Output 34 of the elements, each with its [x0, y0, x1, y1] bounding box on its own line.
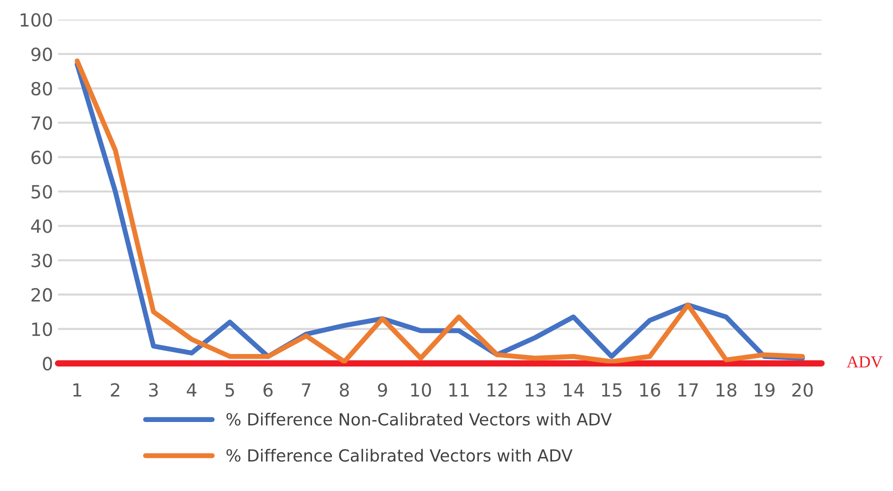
y-tick-label: 20	[32, 288, 52, 302]
text: ADV	[846, 356, 882, 368]
y-tick-label: 40	[31, 219, 52, 233]
x-tick-label: 1	[73, 383, 82, 397]
x-tick-label: 13	[526, 383, 546, 397]
x-tick-label: 11	[449, 383, 469, 397]
x-tick-label: 17	[678, 383, 698, 397]
x-tick-label: 12	[488, 383, 507, 397]
x-tick-label: 5	[225, 383, 234, 397]
y-tick-label: 50	[32, 184, 52, 199]
x-tick-label: 7	[302, 383, 310, 397]
y-tick-label: 100	[20, 13, 52, 27]
x-tick-label: 2	[110, 383, 120, 397]
y-tick-label: 0	[42, 356, 52, 370]
y-tick-label: 60	[31, 150, 52, 164]
x-tick-label: 15	[602, 383, 622, 397]
x-tick-label: 10	[411, 383, 432, 397]
x-tick-label: 3	[149, 383, 158, 397]
x-tick-label: 19	[754, 383, 775, 397]
x-tick-label: 20	[792, 383, 813, 397]
y-tick-label: 90	[31, 47, 52, 62]
y-tick-label: 80	[31, 82, 52, 96]
x-tick-label: 9	[378, 383, 388, 397]
legend-label: % Difference Non-Calibrated Vectors with ADV	[226, 412, 612, 426]
x-tick-label: 6	[264, 383, 273, 397]
y-tick-label: 30	[32, 254, 52, 268]
x-tick-label: 4	[186, 383, 196, 397]
x-tick-label: 16	[640, 383, 660, 397]
y-tick-label: 70	[32, 116, 52, 130]
x-tick-label: 14	[564, 383, 584, 397]
y-tick-label: 10	[32, 322, 52, 336]
x-tick-label: 8	[340, 383, 349, 397]
x-tick-label: 18	[716, 383, 736, 397]
legend-label: % Difference Calibrated Vectors with ADV	[226, 448, 573, 462]
